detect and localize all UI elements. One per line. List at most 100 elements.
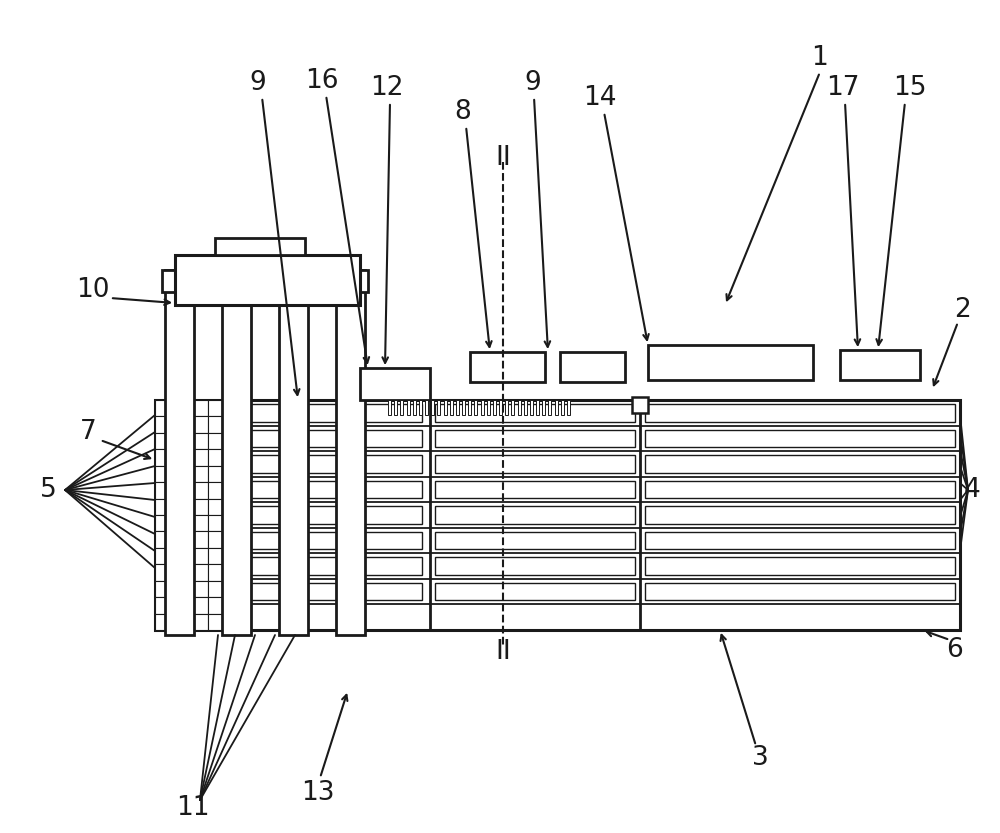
Bar [360, 368, 430, 400]
Bar [487, 400, 490, 415]
Bar [208, 416, 235, 433]
Text: 9: 9 [250, 70, 266, 96]
Text: 12: 12 [370, 75, 404, 101]
Bar [182, 449, 208, 466]
Bar [243, 455, 422, 472]
Text: 4: 4 [964, 477, 980, 503]
Bar [243, 404, 422, 421]
Bar [435, 404, 635, 421]
Bar [208, 400, 235, 416]
Bar [208, 581, 235, 597]
Text: II: II [495, 639, 511, 665]
Bar [155, 433, 182, 449]
Bar [560, 352, 625, 382]
Text: 16: 16 [305, 68, 339, 94]
Bar [561, 400, 564, 415]
Bar [182, 433, 208, 449]
Bar [208, 499, 235, 515]
Bar [645, 455, 955, 472]
Bar [567, 400, 570, 415]
Bar [645, 481, 955, 498]
Bar [208, 482, 235, 499]
Bar [182, 597, 208, 614]
Text: 6: 6 [947, 637, 963, 663]
Bar [645, 583, 955, 601]
Bar [155, 499, 182, 515]
Bar [182, 614, 208, 630]
Bar [435, 481, 635, 498]
Bar [208, 564, 235, 581]
Bar [155, 614, 182, 630]
Bar [208, 433, 235, 449]
Bar [182, 400, 208, 416]
Bar [450, 400, 453, 415]
Bar [155, 515, 182, 531]
Bar [155, 564, 182, 581]
Bar [235, 400, 960, 630]
Bar [155, 416, 182, 433]
Bar [648, 345, 813, 380]
Bar [208, 531, 235, 548]
Bar [208, 548, 235, 564]
Bar [208, 466, 235, 482]
Bar [222, 270, 251, 635]
Bar [530, 400, 533, 415]
Bar [388, 400, 391, 415]
Bar [155, 597, 182, 614]
Bar [431, 400, 434, 415]
Bar [645, 557, 955, 575]
Bar [175, 255, 360, 305]
Bar [155, 581, 182, 597]
Bar [243, 531, 422, 549]
Text: 11: 11 [176, 795, 210, 821]
Bar [400, 400, 403, 415]
Bar [182, 581, 208, 597]
Bar [243, 583, 422, 601]
Bar [435, 531, 635, 549]
Bar [336, 270, 365, 635]
Bar [182, 515, 208, 531]
Text: 9: 9 [525, 70, 541, 96]
Bar [243, 430, 422, 447]
Bar [645, 404, 955, 421]
Bar [435, 455, 635, 472]
Bar [182, 416, 208, 433]
Bar [425, 400, 428, 415]
Bar [155, 400, 182, 416]
Bar [243, 481, 422, 498]
Bar [182, 564, 208, 581]
Bar [182, 499, 208, 515]
Bar [215, 238, 305, 255]
Bar [162, 270, 368, 292]
Bar [481, 400, 484, 415]
Text: 10: 10 [76, 277, 110, 303]
Text: 7: 7 [80, 419, 96, 445]
Bar [505, 400, 508, 415]
Bar [542, 400, 545, 415]
Text: 8: 8 [455, 99, 471, 125]
Bar [470, 352, 545, 382]
Bar [435, 583, 635, 601]
Bar [493, 400, 496, 415]
Text: 14: 14 [583, 85, 617, 111]
Bar [155, 449, 182, 466]
Text: 5: 5 [40, 477, 56, 503]
Bar [165, 270, 194, 635]
Bar [474, 400, 477, 415]
Bar [155, 531, 182, 548]
Bar [437, 400, 440, 415]
Bar [499, 400, 502, 415]
Bar [279, 270, 308, 635]
Bar [243, 557, 422, 575]
Bar [208, 597, 235, 614]
Bar [548, 400, 551, 415]
Bar [155, 466, 182, 482]
Bar [208, 449, 235, 466]
Text: 3: 3 [752, 745, 768, 771]
Bar [462, 400, 465, 415]
Bar [840, 350, 920, 380]
Bar [555, 400, 558, 415]
Bar [155, 482, 182, 499]
Bar [155, 548, 182, 564]
Bar [182, 482, 208, 499]
